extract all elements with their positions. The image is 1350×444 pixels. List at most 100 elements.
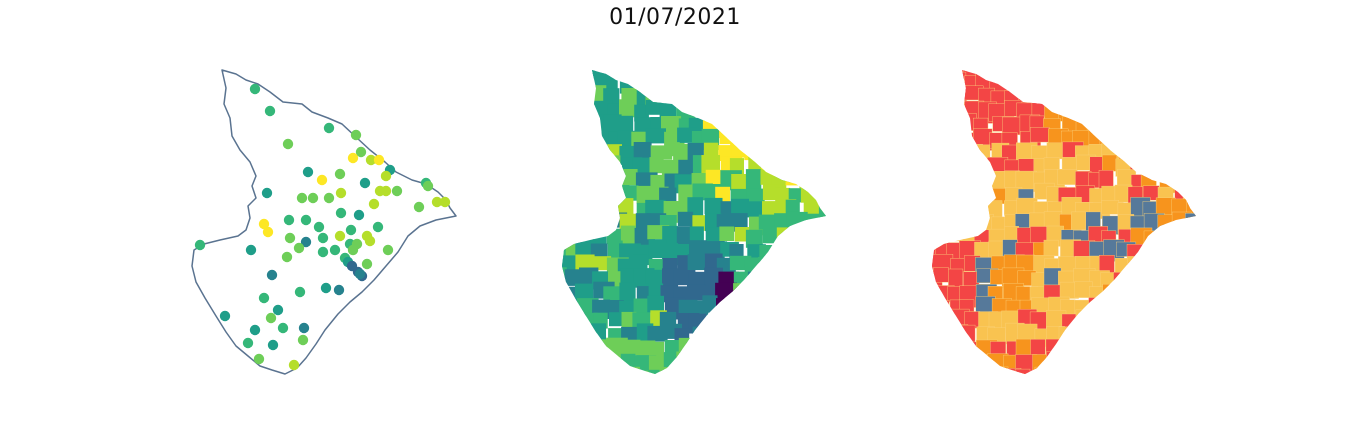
municipality-region [566, 155, 586, 177]
state-outline [191, 69, 457, 375]
municipality-region [591, 352, 607, 370]
station-point [317, 246, 329, 258]
station-point [347, 244, 359, 256]
map-date-title: 01/07/2021 [609, 5, 741, 30]
station-point [267, 339, 279, 351]
municipality-region [593, 187, 612, 206]
municipality-region [932, 356, 949, 374]
station-point [317, 232, 329, 244]
municipality-region [1143, 230, 1162, 248]
municipality-region [1127, 256, 1143, 277]
municipality-region [744, 142, 766, 161]
municipality-region [1104, 314, 1125, 335]
municipality-region [786, 268, 801, 289]
municipality-region [575, 225, 594, 245]
municipality-region [1145, 104, 1168, 123]
municipality-region [1102, 154, 1117, 172]
municipality-region [773, 326, 787, 348]
municipality-region [1159, 326, 1182, 342]
municipality-region [1154, 70, 1172, 73]
municipality-region [946, 85, 967, 107]
municipality-region [932, 342, 941, 358]
municipality-region [603, 114, 622, 134]
municipality-region [1186, 324, 1196, 343]
municipality-region [1014, 70, 1032, 82]
municipality-region [1145, 326, 1168, 344]
municipality-region [932, 310, 948, 333]
municipality-region [562, 296, 568, 316]
municipality-region [946, 198, 969, 218]
municipality-region [745, 229, 763, 248]
municipality-region [578, 355, 598, 371]
municipality-region [603, 74, 618, 92]
municipality-region [1186, 128, 1196, 148]
municipality-region [801, 72, 821, 88]
municipality-region [785, 155, 807, 172]
municipality-region [816, 184, 826, 201]
municipality-region [758, 127, 781, 143]
municipality-region [731, 70, 748, 79]
municipality-region [830, 341, 840, 362]
municipality-region [1126, 70, 1147, 83]
municipality-region [731, 142, 751, 158]
municipality-region [562, 226, 565, 243]
municipality-region [1185, 244, 1196, 267]
municipality-region [785, 87, 801, 106]
municipality-region [932, 130, 941, 147]
municipality-region [606, 369, 621, 374]
municipality-region [1100, 86, 1116, 105]
municipality-region [1155, 86, 1178, 103]
municipality-region [785, 169, 801, 186]
municipality-region [1174, 271, 1192, 289]
municipality-region [621, 366, 640, 374]
municipality-region [973, 168, 993, 190]
municipality-region [562, 158, 568, 175]
municipality-region [1034, 366, 1056, 374]
municipality-region [564, 212, 581, 229]
municipality-region [786, 128, 805, 146]
municipality-region [1186, 103, 1196, 120]
municipality-region [746, 327, 764, 346]
municipality-region [832, 281, 840, 301]
municipality-region [620, 225, 636, 246]
municipality-region [1005, 70, 1022, 80]
municipality-region [1169, 131, 1186, 151]
station-point [245, 244, 257, 256]
municipality-region [678, 70, 695, 79]
municipality-region [575, 117, 597, 137]
municipality-region [745, 310, 767, 330]
municipality-region [563, 85, 578, 106]
municipality-region [701, 70, 719, 77]
municipality-region [1057, 85, 1075, 104]
municipality-region [934, 70, 954, 82]
municipality-region [607, 240, 623, 261]
municipality-region [646, 70, 663, 76]
municipality-region [1058, 326, 1076, 345]
municipality-region [1185, 272, 1196, 288]
municipality-region [1198, 171, 1211, 189]
municipality-region [775, 103, 790, 126]
municipality-region [747, 201, 765, 218]
station-point [355, 146, 367, 158]
municipality-region [1141, 341, 1157, 362]
municipality-region [705, 342, 721, 364]
municipality-region [562, 132, 567, 149]
municipality-region [746, 73, 767, 94]
municipality-region [816, 228, 826, 249]
municipality-region [716, 103, 736, 120]
municipality-region [645, 199, 666, 216]
municipality-region [815, 312, 826, 329]
station-point [298, 322, 310, 334]
municipality-region [1014, 368, 1031, 374]
municipality-region [1171, 369, 1189, 374]
municipality-region [744, 132, 762, 150]
municipality-region [702, 295, 718, 313]
municipality-region [932, 215, 936, 231]
municipality-region [1114, 356, 1133, 374]
municipality-region [748, 285, 769, 302]
municipality-region [934, 89, 955, 108]
station-point [431, 196, 443, 208]
municipality-region [732, 76, 751, 91]
municipality-region [932, 214, 954, 232]
municipality-region [562, 267, 567, 283]
